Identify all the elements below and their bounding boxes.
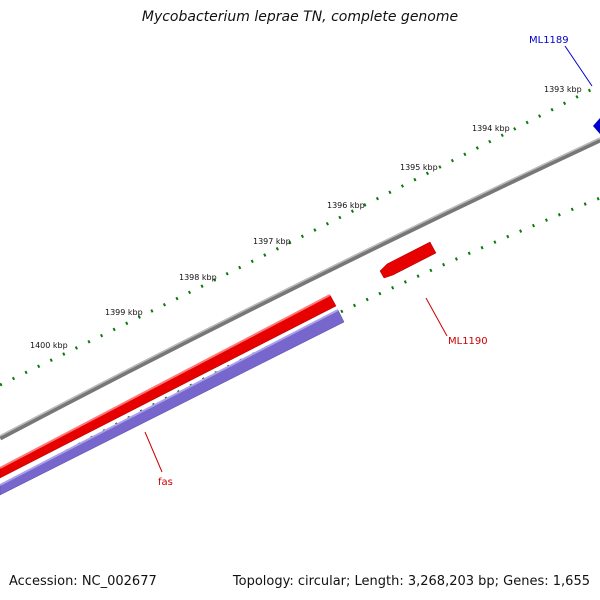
gene-ml1189-arrow[interactable]: [593, 118, 600, 134]
fas-leader-line: [144, 431, 163, 473]
tick-label-1399: 1399 kbp: [105, 308, 143, 317]
genome-summary-text: Topology: circular; Length: 3,268,203 bp…: [232, 574, 590, 589]
gene-label-ml1189[interactable]: ML1189: [529, 35, 569, 46]
genome-backbone-highlight: [0, 137, 600, 437]
gene-fas-reverse[interactable]: [0, 309, 345, 496]
gene-label-ml1190[interactable]: ML1190: [448, 336, 488, 347]
ml1190-leader-line: [425, 297, 448, 337]
genome-backbone: [0, 137, 600, 441]
gene-fas-forward[interactable]: [0, 294, 337, 479]
tick-label-1397: 1397 kbp: [253, 237, 291, 246]
tick-label-1394: 1394 kbp: [472, 124, 510, 133]
tick-label-1393: 1393 kbp: [544, 85, 582, 94]
tick-label-1398: 1398 kbp: [179, 273, 217, 282]
gene-ml1190-arrow[interactable]: [379, 241, 437, 279]
accession-text: Accession: NC_002677: [9, 574, 157, 589]
ml1189-leader-line: [564, 45, 593, 87]
outer-tick-ring: [0, 83, 600, 387]
tick-label-1400: 1400 kbp: [30, 341, 68, 350]
gene-label-fas[interactable]: fas: [158, 477, 173, 488]
tick-label-1396: 1396 kbp: [327, 201, 365, 210]
gene-fas-forward-highlight: [0, 294, 331, 469]
tick-label-1395: 1395 kbp: [400, 163, 438, 172]
gene-fas-reverse-highlight: [0, 309, 339, 486]
genome-title: Mycobacterium leprae TN, complete genome: [141, 9, 459, 25]
